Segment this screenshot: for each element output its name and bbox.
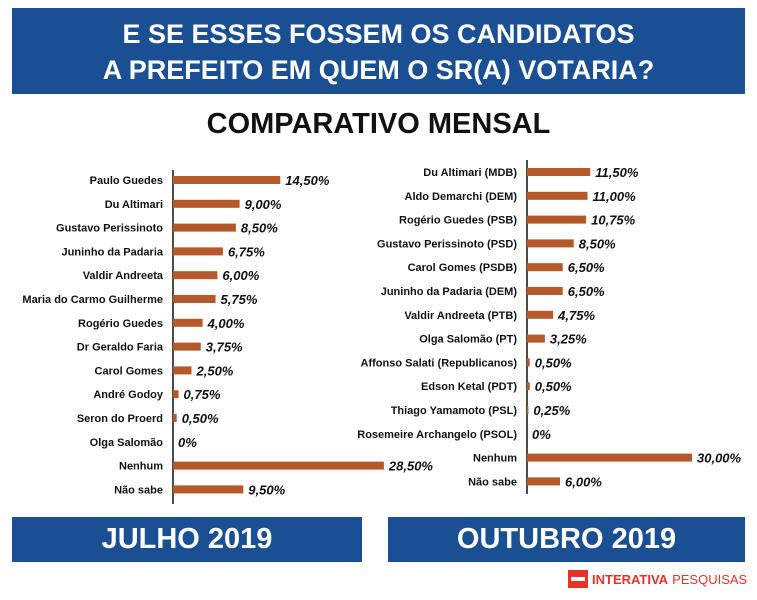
jul-value-label: 0% bbox=[178, 435, 197, 450]
jul-bar bbox=[173, 414, 177, 422]
oct-value-label: 11,00% bbox=[593, 189, 637, 204]
oct-bar bbox=[527, 168, 591, 176]
jul-bar bbox=[173, 295, 216, 303]
jul-value-label: 6,75% bbox=[228, 244, 265, 259]
oct-category-label: Não sabe bbox=[468, 476, 517, 488]
oct-category-label: Nenhum bbox=[473, 453, 517, 465]
jul-category-label: Nenhum bbox=[119, 461, 163, 473]
jul-value-label: 5,75% bbox=[221, 292, 258, 307]
oct-value-label: 10,75% bbox=[591, 213, 636, 228]
oct-value-label: 3,25% bbox=[550, 332, 587, 347]
jul-bar bbox=[173, 271, 218, 280]
oct-bar bbox=[527, 310, 554, 319]
oct-bar bbox=[527, 358, 530, 367]
jul-bar bbox=[173, 342, 201, 351]
jul-category-label: Não sabe bbox=[114, 484, 163, 496]
oct-value-label: 0,25% bbox=[533, 403, 570, 418]
jul-category-label: Dr Geraldo Faria bbox=[77, 342, 164, 354]
jul-category-label: Maria do Carmo Guilherme bbox=[22, 294, 163, 306]
oct-value-label: 0,50% bbox=[535, 379, 572, 394]
jul-category-label: Gustavo Perissinoto bbox=[56, 223, 163, 235]
oct-bar bbox=[527, 191, 588, 200]
oct-bar bbox=[527, 477, 560, 486]
oct-category-label: Affonso Salati (Republicanos) bbox=[361, 357, 518, 369]
oct-category-label: Aldo Demarchi (DEM) bbox=[405, 191, 518, 203]
jul-value-label: 8,50% bbox=[241, 221, 278, 236]
oct-bar bbox=[527, 453, 692, 462]
jul-value-label: 14,50% bbox=[285, 173, 330, 188]
oct-category-label: Olga Salomão (PT) bbox=[419, 334, 517, 346]
oct-value-label: 6,00% bbox=[565, 474, 602, 489]
oct-category-label: Edson Ketal (PDT) bbox=[421, 381, 517, 393]
oct-category-label: Carol Gomes (PSDB) bbox=[408, 262, 518, 274]
jul-value-label: 0,75% bbox=[184, 387, 221, 402]
jul-category-label: Valdir Andreeta bbox=[83, 270, 164, 282]
oct-category-label: Thiago Yamamoto (PSL) bbox=[391, 405, 518, 417]
oct-bar bbox=[527, 215, 587, 224]
period-label-july: JULHO 2019 bbox=[12, 517, 362, 562]
oct-value-label: 0% bbox=[532, 427, 551, 442]
jul-value-label: 9,00% bbox=[245, 197, 282, 212]
oct-value-label: 0,50% bbox=[535, 355, 572, 370]
jul-bar bbox=[173, 247, 223, 256]
oct-bar bbox=[527, 263, 563, 272]
oct-bar bbox=[527, 406, 529, 414]
jul-value-label: 28,50% bbox=[388, 459, 434, 474]
jul-bar bbox=[173, 176, 281, 184]
title-banner: E SE ESSES FOSSEM OS CANDIDATOS A PREFEI… bbox=[12, 8, 745, 94]
jul-value-label: 9,50% bbox=[248, 482, 285, 497]
oct-bar bbox=[527, 239, 574, 248]
period-label-october: OUTUBRO 2019 bbox=[388, 517, 745, 562]
jul-category-label: Seron do Proerd bbox=[77, 413, 163, 425]
jul-category-label: Du Altimari bbox=[105, 199, 163, 211]
oct-value-label: 11,50% bbox=[595, 165, 639, 180]
oct-category-label: Gustavo Perissinoto (PSD) bbox=[377, 238, 517, 250]
subtitle: COMPARATIVO MENSAL bbox=[206, 108, 551, 140]
jul-category-label: Olga Salomão bbox=[90, 437, 164, 449]
jul-bar bbox=[173, 199, 240, 208]
jul-category-label: Paulo Guedes bbox=[90, 175, 163, 187]
oct-category-label: Juninho da Padaria (DEM) bbox=[381, 286, 518, 298]
jul-category-label: Carol Gomes bbox=[95, 365, 163, 377]
brand-name: INTERATIVA bbox=[592, 571, 669, 587]
oct-category-label: Rogério Guedes (PSB) bbox=[399, 215, 517, 227]
oct-category-label: Du Altimari (MDB) bbox=[423, 167, 517, 179]
title-line-2: A PREFEITO EM QUEM O SR(A) VOTARIA? bbox=[102, 55, 655, 85]
oct-value-label: 4,75% bbox=[557, 308, 595, 323]
jul-category-label: Juninho da Padaria bbox=[62, 246, 164, 258]
oct-category-label: Rosemeire Archangelo (PSOL) bbox=[357, 429, 517, 441]
oct-value-label: 30,00% bbox=[697, 451, 742, 466]
jul-bar bbox=[173, 390, 179, 399]
jul-value-label: 3,75% bbox=[206, 340, 243, 355]
oct-bar bbox=[527, 334, 545, 343]
title-line-1: E SE ESSES FOSSEM OS CANDIDATOS bbox=[122, 19, 635, 49]
jul-category-label: André Godoy bbox=[93, 389, 164, 401]
oct-value-label: 8,50% bbox=[579, 236, 616, 251]
jul-value-label: 2,50% bbox=[196, 363, 234, 378]
jul-value-label: 4,00% bbox=[207, 316, 245, 331]
jul-bar bbox=[173, 223, 236, 232]
jul-value-label: 6,00% bbox=[222, 268, 259, 283]
jul-bar bbox=[173, 485, 244, 494]
oct-value-label: 6,50% bbox=[568, 260, 605, 275]
brand-suffix: PESQUISAS bbox=[672, 571, 748, 587]
jul-bar bbox=[173, 366, 192, 375]
brand-logo: INTERATIVA PESQUISAS bbox=[568, 569, 747, 589]
oct-bar bbox=[527, 287, 563, 295]
oct-category-label: Valdir Andreeta (PTB) bbox=[404, 310, 517, 322]
oct-value-label: 6,50% bbox=[568, 284, 605, 299]
jul-category-label: Rogério Guedes bbox=[78, 318, 163, 330]
oct-bar bbox=[527, 382, 530, 391]
jul-bar bbox=[173, 461, 384, 470]
jul-bar bbox=[173, 318, 203, 327]
jul-value-label: 0,50% bbox=[182, 411, 219, 426]
brand-logo-icon bbox=[568, 570, 588, 588]
